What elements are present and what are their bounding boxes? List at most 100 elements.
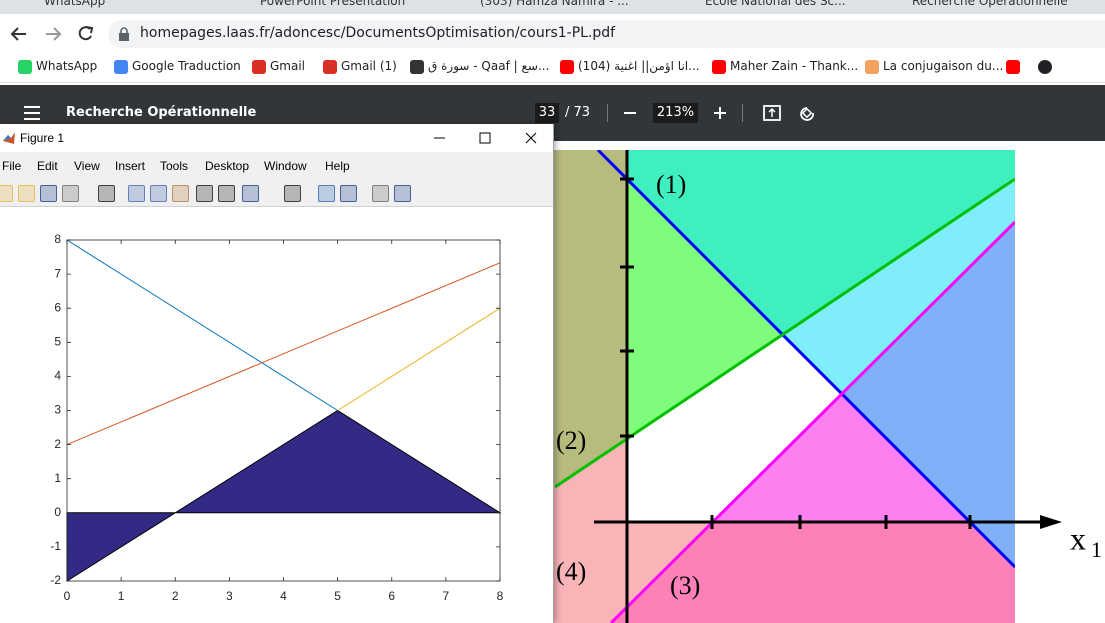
bookmark[interactable]: سورة ق - Qaaf | سع... xyxy=(428,59,550,73)
toolbar-button[interactable] xyxy=(394,185,411,202)
zoom-out[interactable] xyxy=(623,105,637,121)
lock-icon xyxy=(119,27,129,41)
toolbar-button[interactable] xyxy=(150,185,167,202)
toolbar-button[interactable] xyxy=(372,185,389,202)
zoom-in[interactable] xyxy=(713,106,727,120)
y-tick-label: 4 xyxy=(54,369,61,383)
y-tick-label: -2 xyxy=(50,573,61,587)
pdf-title: Recherche Opérationnelle xyxy=(66,105,257,120)
bookmark[interactable]: Google Traduction xyxy=(132,59,241,73)
menu-item[interactable]: Help xyxy=(325,159,350,173)
nav-buttons xyxy=(10,26,94,41)
figure-toolbar xyxy=(0,180,553,207)
toolbar-button[interactable] xyxy=(18,185,35,202)
y-tick-label: 6 xyxy=(54,300,61,314)
bookmark-icon xyxy=(18,60,32,74)
bookmark[interactable]: Gmail xyxy=(270,59,306,73)
toolbar-button[interactable] xyxy=(0,185,13,202)
page-input[interactable]: 33 xyxy=(535,103,559,123)
x-tick-label: 1 xyxy=(118,589,125,603)
bookmark[interactable]: La conjugaison du... xyxy=(883,59,1004,73)
y-tick-label: 8 xyxy=(54,232,61,246)
axis-subscript: 1 xyxy=(1091,537,1102,562)
menu-item[interactable]: Edit xyxy=(37,159,58,173)
x-tick-label: 5 xyxy=(334,589,341,603)
axis-label: x xyxy=(1070,520,1086,556)
x-tick-label: 0 xyxy=(64,589,71,603)
tab[interactable]: PowerPoint Presentation xyxy=(260,0,406,8)
window-controls[interactable] xyxy=(430,130,545,146)
menu-item[interactable]: Tools xyxy=(160,159,189,173)
bookmark-icon xyxy=(865,60,879,74)
toolbar-button[interactable] xyxy=(218,185,235,202)
tab-strip: WhatsApp PowerPoint Presentation (303) Ham… xyxy=(0,0,1105,14)
x-tick-label: 8 xyxy=(497,589,504,603)
line xyxy=(66,239,338,411)
bookmark-icon xyxy=(114,60,128,74)
menu-icon[interactable] xyxy=(24,105,42,121)
bookmark-icon xyxy=(410,60,424,74)
separator xyxy=(742,104,743,122)
toolbar-button[interactable] xyxy=(318,185,335,202)
menu-bar: File Edit View Insert Tools Desktop Window Help xyxy=(0,152,553,180)
y-tick-label: 0 xyxy=(54,505,61,519)
separator xyxy=(607,104,608,122)
toolbar-button[interactable] xyxy=(62,185,79,202)
line xyxy=(66,262,501,446)
x-tick-label: 4 xyxy=(280,589,287,603)
bookmark[interactable]: Gmail (1) xyxy=(341,59,397,73)
omnibox[interactable]: homepages.laas.fr/adoncesc/DocumentsOpti… xyxy=(108,20,1105,48)
menu-item[interactable]: View xyxy=(74,159,100,173)
bookmark-icon xyxy=(323,60,337,74)
bookmark-icon xyxy=(560,60,574,74)
bookmark-icon xyxy=(252,60,266,74)
fit-rotate[interactable] xyxy=(763,104,823,122)
y-tick-label: 1 xyxy=(54,471,61,485)
figure-label: (2) xyxy=(556,426,586,455)
y-tick-label: 2 xyxy=(54,437,61,451)
url: homepages.laas.fr/adoncesc/DocumentsOpti… xyxy=(140,25,616,41)
y-tick-label: 3 xyxy=(54,403,61,417)
bookmark-icon xyxy=(712,60,726,74)
toolbar-button[interactable] xyxy=(40,185,57,202)
matlab-icon xyxy=(3,132,15,144)
y-tick-label: -1 xyxy=(50,539,61,553)
line xyxy=(337,307,501,411)
bookmarks-bar: WhatsApp Google Traduction Gmail Gmail (1) س… xyxy=(0,52,1105,83)
zoom-input[interactable]: 213% xyxy=(653,103,698,123)
window-title: Figure 1 xyxy=(20,131,65,145)
plot: -2 -1 0 1 2 3 4 5 6 7 8 0 1 2 3 4 5 6 7 8 xyxy=(50,232,504,603)
toolbar-button[interactable] xyxy=(128,185,145,202)
x-tick-label: 7 xyxy=(443,589,450,603)
tab[interactable]: Recherche Opérationnelle xyxy=(912,0,1068,8)
figure-label: (4) xyxy=(556,557,586,586)
x-tick-label: 2 xyxy=(172,589,179,603)
toolbar-button[interactable] xyxy=(284,185,301,202)
figure-label: (3) xyxy=(670,571,700,600)
toolbar-button[interactable] xyxy=(340,185,357,202)
bookmark[interactable]: Maher Zain - Thank... xyxy=(730,59,859,73)
menu-item[interactable]: Window xyxy=(264,159,307,173)
toolbar-button[interactable] xyxy=(172,185,189,202)
menu-item[interactable]: Desktop xyxy=(205,159,250,173)
bookmark[interactable]: WhatsApp xyxy=(36,59,98,73)
bookmark-icon[interactable] xyxy=(1038,60,1052,74)
tab[interactable]: École National des Sc... xyxy=(705,0,846,8)
toolbar-button[interactable] xyxy=(242,185,259,202)
tab[interactable]: (303) Hamza Namira - ... xyxy=(480,0,629,8)
x-tick-label: 3 xyxy=(226,589,233,603)
toolbar-button[interactable] xyxy=(98,185,115,202)
y-tick-label: 5 xyxy=(54,334,61,348)
bookmark-icon[interactable] xyxy=(1006,60,1020,74)
menu-item[interactable]: Insert xyxy=(115,159,146,173)
figure-label: (1) xyxy=(656,170,686,199)
bookmark[interactable]: (104) انا اؤمن|| اغنية... xyxy=(578,59,700,73)
menu-item[interactable]: File xyxy=(2,159,22,173)
toolbar-button[interactable] xyxy=(196,185,213,202)
page-total: / 73 xyxy=(565,105,591,120)
x-tick-label: 6 xyxy=(388,589,395,603)
tab[interactable]: WhatsApp xyxy=(44,0,106,8)
y-tick-label: 7 xyxy=(54,266,61,280)
